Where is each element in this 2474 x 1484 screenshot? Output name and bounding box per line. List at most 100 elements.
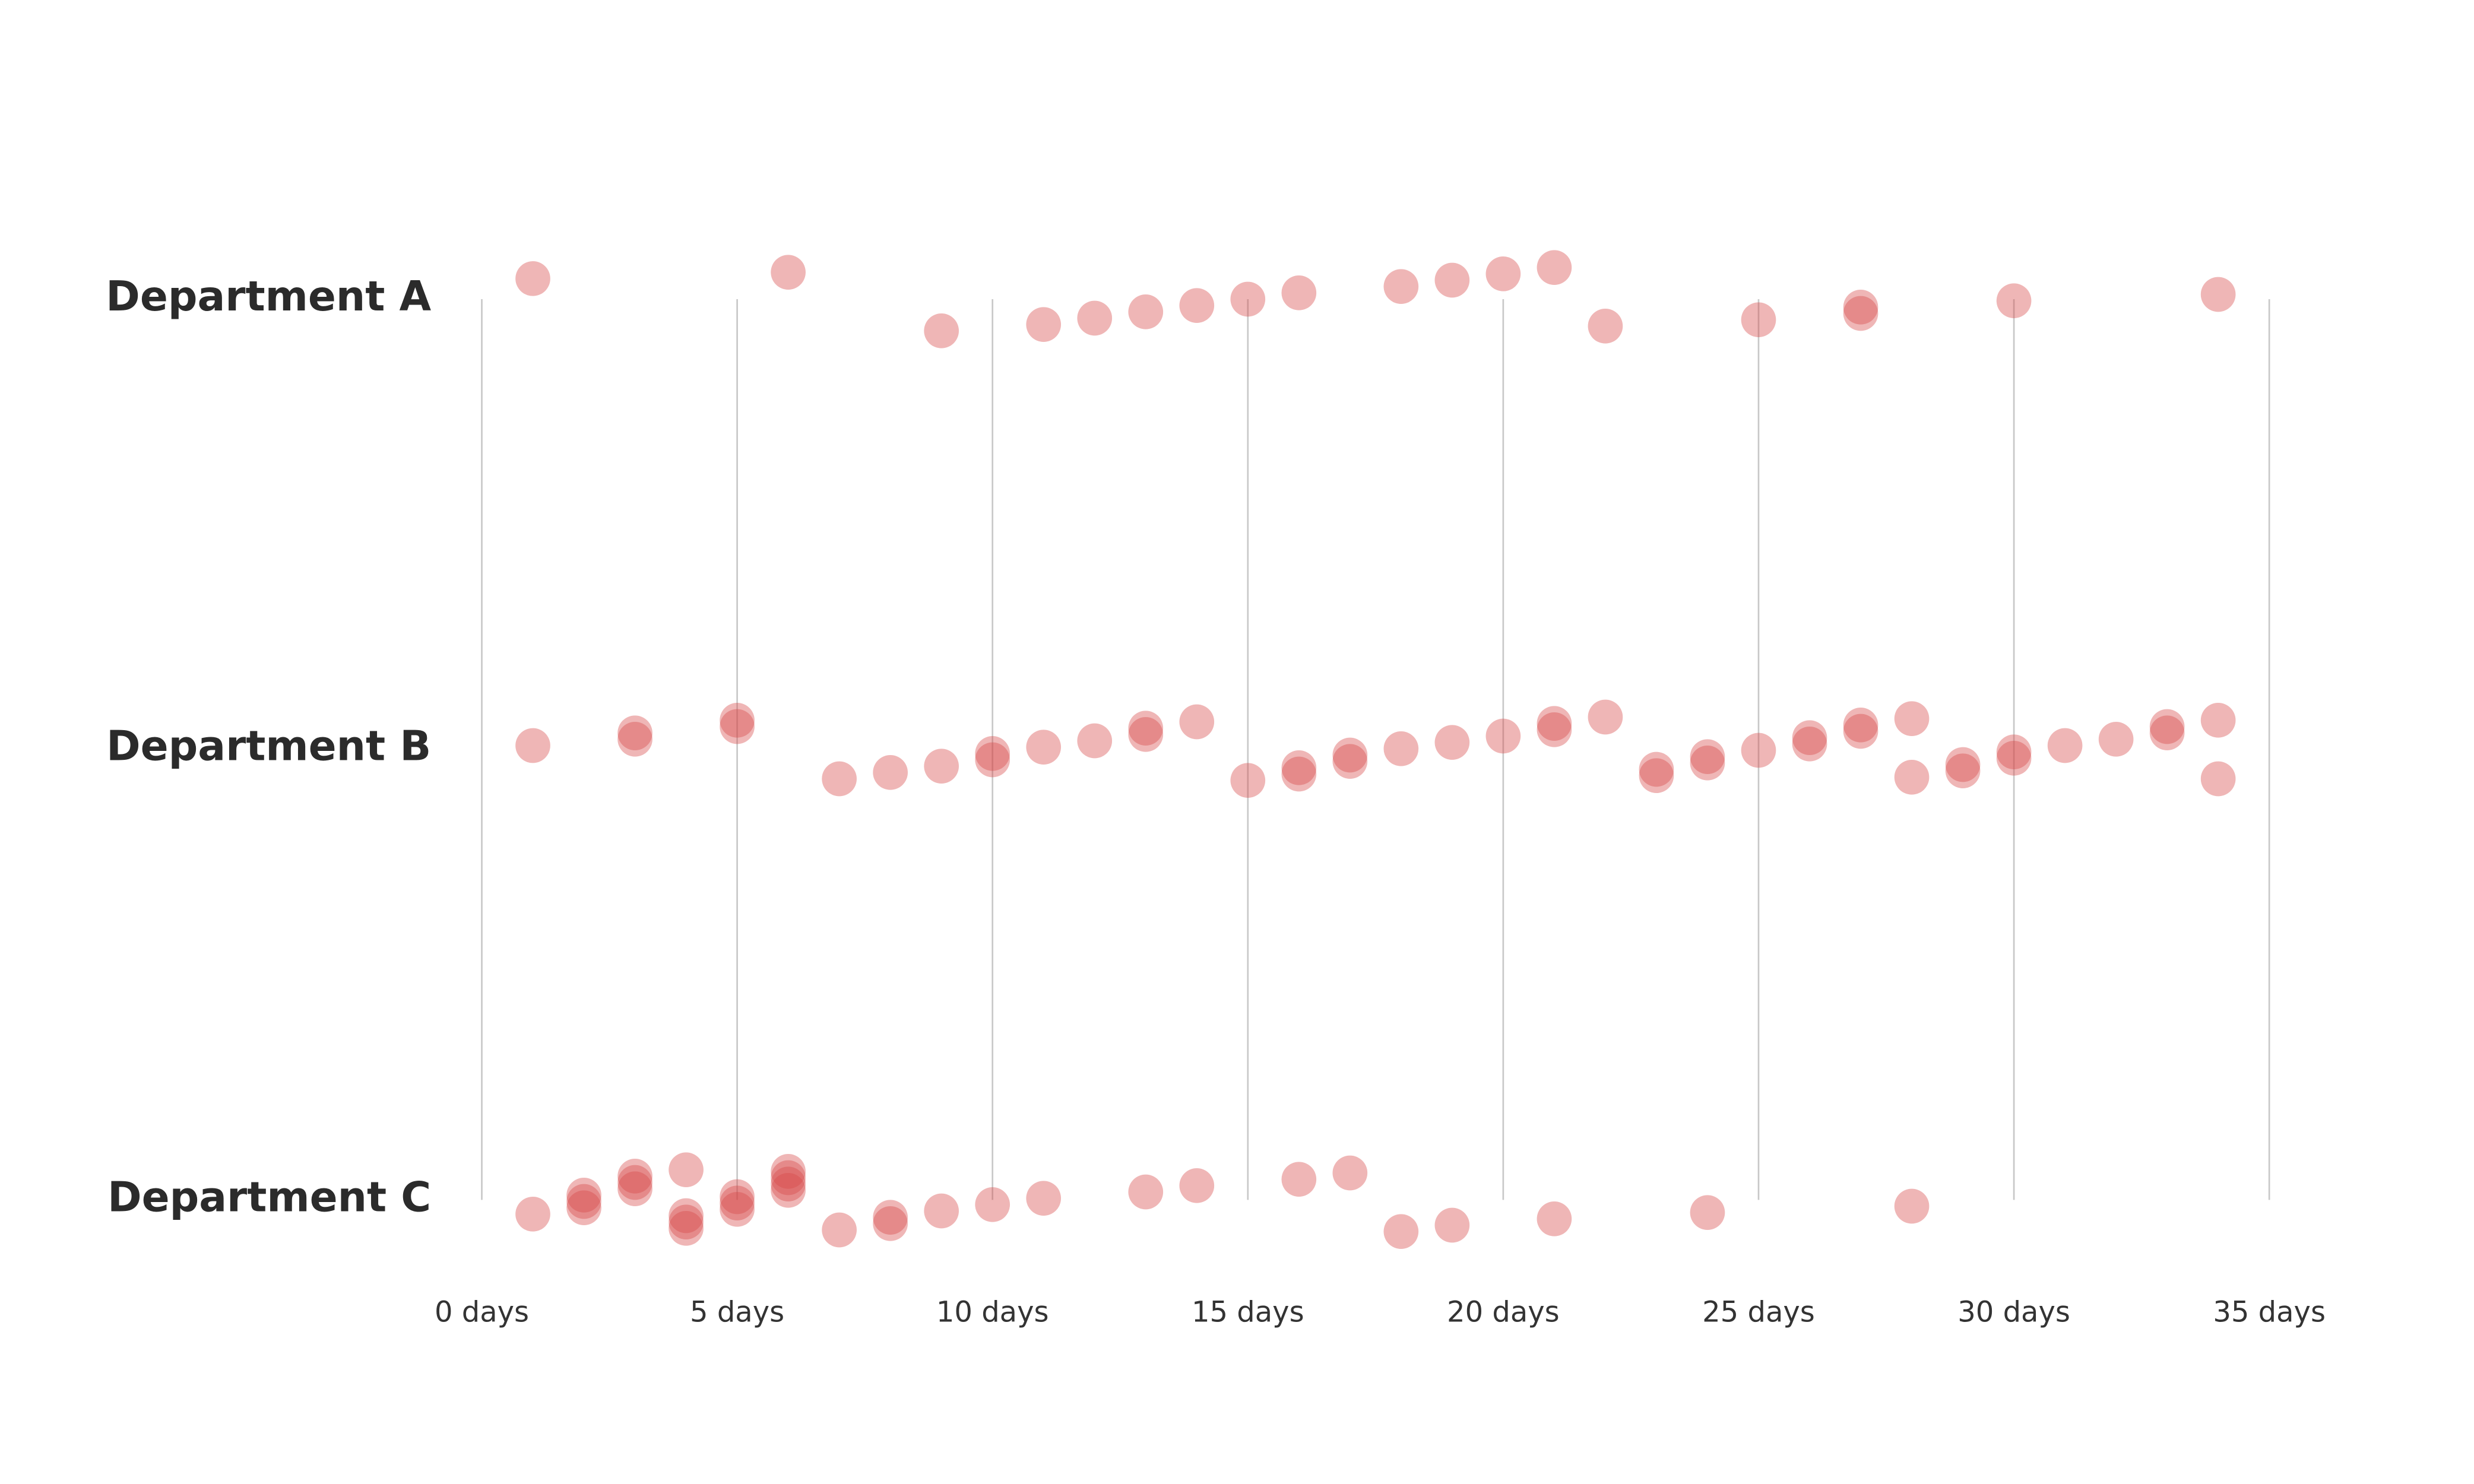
point (1332, 744, 1368, 779)
point (720, 1179, 755, 1215)
point (1690, 746, 1725, 781)
point (1179, 704, 1215, 740)
point (1281, 750, 1317, 785)
x-tick-label: 0 days (435, 1295, 529, 1328)
point (1996, 283, 2032, 318)
point (720, 703, 755, 738)
point (2047, 728, 2083, 763)
point (2098, 722, 2134, 757)
point (1639, 751, 1674, 787)
point (1537, 1201, 1572, 1236)
point (1332, 737, 1368, 773)
x-tick-label: 20 days (1447, 1295, 1560, 1328)
point (873, 1206, 908, 1241)
point (1843, 708, 1879, 743)
point (1945, 753, 1981, 788)
x-tick-label: 5 days (690, 1295, 784, 1328)
point (566, 1184, 601, 1219)
point (1792, 727, 1827, 762)
point (2200, 761, 2236, 797)
point (1128, 717, 1164, 752)
point (924, 749, 959, 784)
point (515, 261, 550, 296)
x-tick-label: 10 days (936, 1295, 1049, 1328)
point (1588, 309, 1623, 344)
point (1128, 294, 1164, 329)
point (1434, 262, 1470, 298)
point (975, 742, 1010, 778)
point (2200, 277, 2236, 312)
point (1894, 701, 1930, 736)
point (1894, 1188, 1930, 1224)
point (1434, 1207, 1470, 1243)
point (617, 1165, 652, 1200)
point (515, 1197, 550, 1232)
point (1843, 714, 1879, 749)
point (515, 728, 550, 763)
point (1281, 756, 1317, 792)
point (1383, 269, 1419, 304)
point (720, 1185, 755, 1220)
point (1690, 739, 1725, 774)
point (617, 1171, 652, 1206)
point (2200, 703, 2236, 738)
point (1026, 307, 1062, 342)
point (2149, 709, 2185, 744)
x-tick-label: 35 days (2213, 1295, 2326, 1328)
point (1485, 256, 1521, 291)
point (1077, 723, 1113, 759)
point (1690, 1195, 1725, 1230)
point (617, 715, 652, 750)
point (924, 313, 959, 348)
point (771, 1154, 806, 1189)
x-tick-label: 25 days (1702, 1295, 1815, 1328)
point (1639, 758, 1674, 793)
point (1077, 300, 1113, 336)
point (771, 1166, 806, 1201)
point (1281, 275, 1317, 310)
point (1792, 720, 1827, 755)
point (1332, 1155, 1368, 1191)
category-label: Department C (107, 1174, 431, 1221)
point (1230, 281, 1266, 317)
point (1128, 1174, 1164, 1210)
point (1383, 1214, 1419, 1249)
point (1026, 730, 1062, 765)
point (1588, 699, 1623, 735)
point (771, 1173, 806, 1208)
x-tick-label: 30 days (1957, 1295, 2070, 1328)
point (1179, 288, 1215, 323)
point (1945, 747, 1981, 782)
point (2149, 715, 2185, 750)
point (771, 1160, 806, 1196)
point (873, 1200, 908, 1235)
point (1843, 290, 1879, 325)
point (669, 1204, 704, 1239)
point (720, 1192, 755, 1227)
point (822, 761, 857, 797)
point (975, 736, 1010, 771)
point (1179, 1168, 1215, 1203)
point (617, 1159, 652, 1194)
point (1128, 711, 1164, 746)
category-label: Department A (106, 273, 431, 321)
point (771, 255, 806, 290)
point (1537, 250, 1572, 285)
point (1741, 302, 1776, 337)
point (1434, 725, 1470, 760)
point (1537, 712, 1572, 747)
point (1843, 296, 1879, 331)
point (975, 1187, 1010, 1222)
point (822, 1212, 857, 1248)
point (720, 709, 755, 744)
point (669, 1211, 704, 1246)
point (669, 1152, 704, 1187)
point (1996, 741, 2032, 776)
point (1281, 1162, 1317, 1197)
point (1026, 1181, 1062, 1216)
point (566, 1190, 601, 1225)
x-tick-label: 15 days (1192, 1295, 1304, 1328)
point (1996, 734, 2032, 769)
